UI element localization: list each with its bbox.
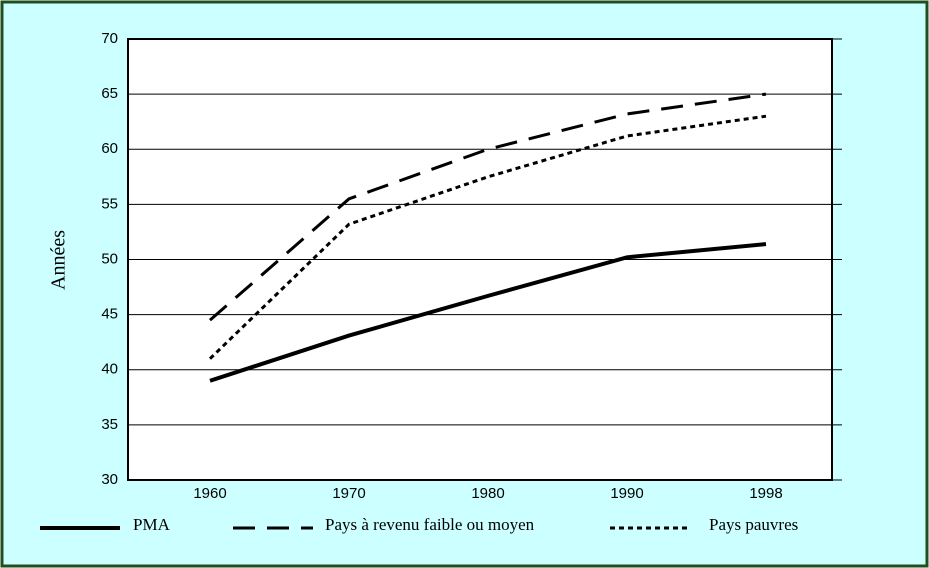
x-tick-label: 1990: [610, 485, 643, 502]
legend-label: PMA: [133, 515, 171, 534]
legend-label: Pays pauvres: [709, 515, 798, 534]
y-tick-label: 60: [101, 140, 118, 157]
y-tick-label: 65: [101, 85, 118, 102]
x-tick-label: 1980: [471, 485, 504, 502]
x-tick-label: 1960: [193, 485, 226, 502]
plot-border: [127, 38, 833, 481]
y-tick-label: 35: [101, 416, 118, 433]
series-line: [208, 114, 767, 360]
y-axis-title: Années: [48, 230, 70, 290]
y-tick-label: 70: [101, 30, 118, 47]
x-tick-label: 1970: [332, 485, 365, 502]
y-tick-label: 45: [101, 306, 118, 323]
y-tick-label: 50: [101, 250, 118, 267]
y-tick-label: 40: [101, 361, 118, 378]
series-line: [209, 92, 767, 322]
x-tick-label: 1998: [749, 485, 782, 502]
y-tick-label: 55: [101, 195, 118, 212]
y-tick-label: 30: [101, 471, 118, 488]
legend-label: Pays à revenu faible ou moyen: [325, 515, 535, 534]
series-line: [209, 242, 767, 383]
